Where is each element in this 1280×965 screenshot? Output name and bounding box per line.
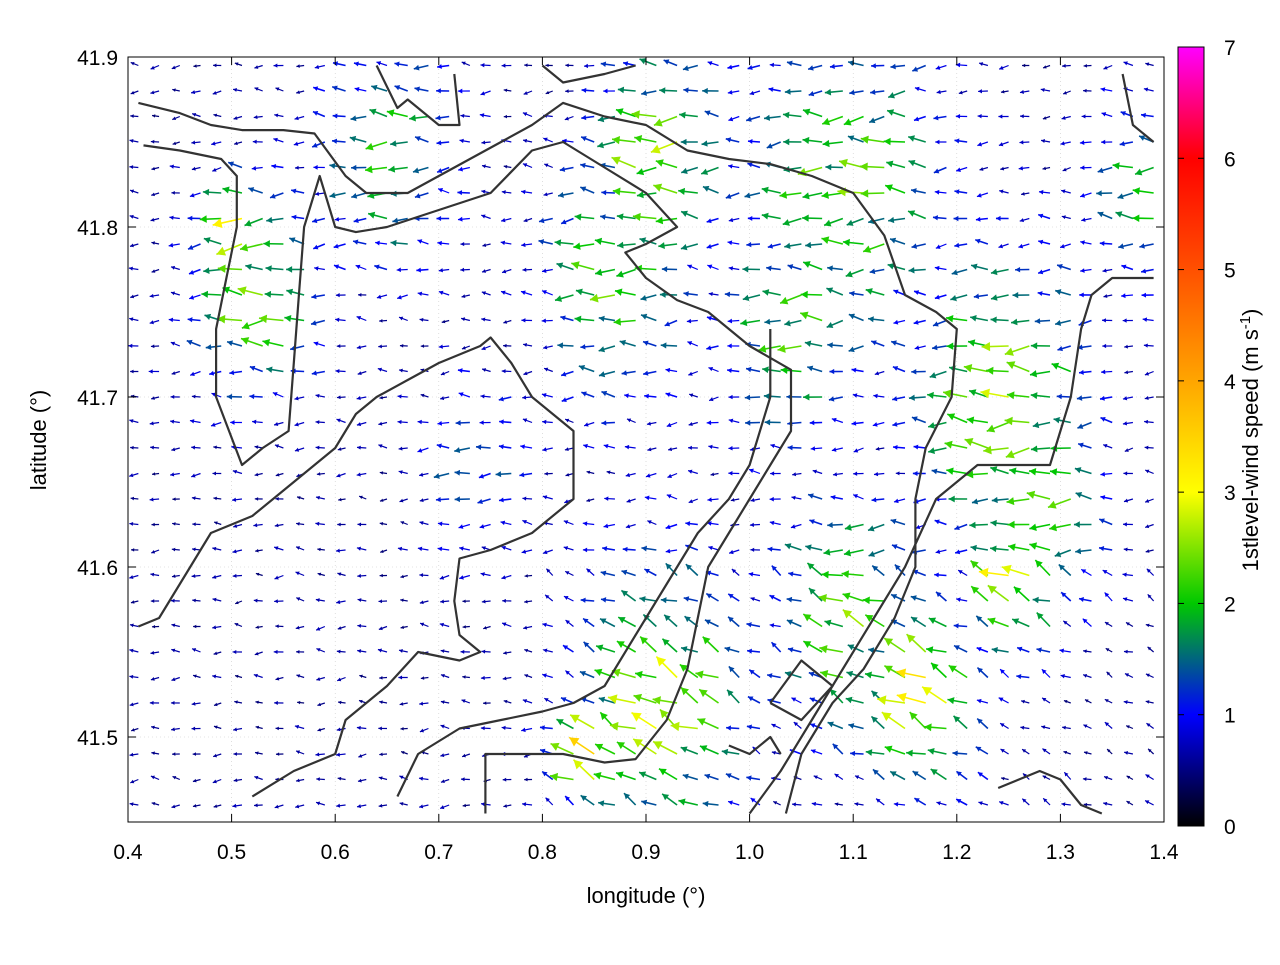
colorbar-label-main: 1stlevel-wind speed (m s [1238, 329, 1263, 571]
y-axis-label: latitude (°) [26, 390, 51, 491]
colorbar-tick-label: 1 [1224, 705, 1236, 728]
x-tick-label: 1.4 [1149, 841, 1179, 864]
x-axis-label: longitude (°) [587, 883, 706, 908]
colorbar-label-sup: -1 [1237, 316, 1254, 329]
x-tick-label: 0.9 [631, 841, 660, 864]
x-tick-label: 1.2 [942, 841, 971, 864]
y-tick-label: 41.6 [77, 557, 118, 580]
colorbar [1178, 47, 1204, 826]
y-tick-label: 41.9 [77, 47, 118, 70]
x-tick-label: 0.6 [321, 841, 350, 864]
y-tick-label: 41.5 [77, 727, 118, 750]
colorbar-tick-label: 2 [1224, 593, 1236, 616]
x-tick-label: 0.5 [217, 841, 246, 864]
colorbar-tick-label: 5 [1224, 260, 1236, 283]
colorbar-tick-label: 4 [1224, 371, 1236, 394]
x-tick-label: 0.8 [528, 841, 557, 864]
colorbar-tick-label: 0 [1224, 816, 1236, 839]
colorbar-tick-label: 6 [1224, 148, 1236, 171]
y-tick-label: 41.7 [77, 387, 118, 410]
x-tick-label: 1.1 [839, 841, 868, 864]
x-tick-label: 1.3 [1046, 841, 1075, 864]
colorbar-label-close: ) [1238, 309, 1263, 316]
plot-area [128, 57, 1164, 822]
y-tick-label: 41.8 [77, 217, 118, 240]
x-tick-label: 0.4 [113, 841, 143, 864]
colorbar-tick-label: 3 [1224, 482, 1236, 505]
colorbar-label: 1stlevel-wind speed (m s-1) [1237, 309, 1263, 572]
colorbar-tick-label: 7 [1224, 37, 1236, 60]
x-tick-label: 1.0 [735, 841, 764, 864]
x-tick-label: 0.7 [424, 841, 453, 864]
